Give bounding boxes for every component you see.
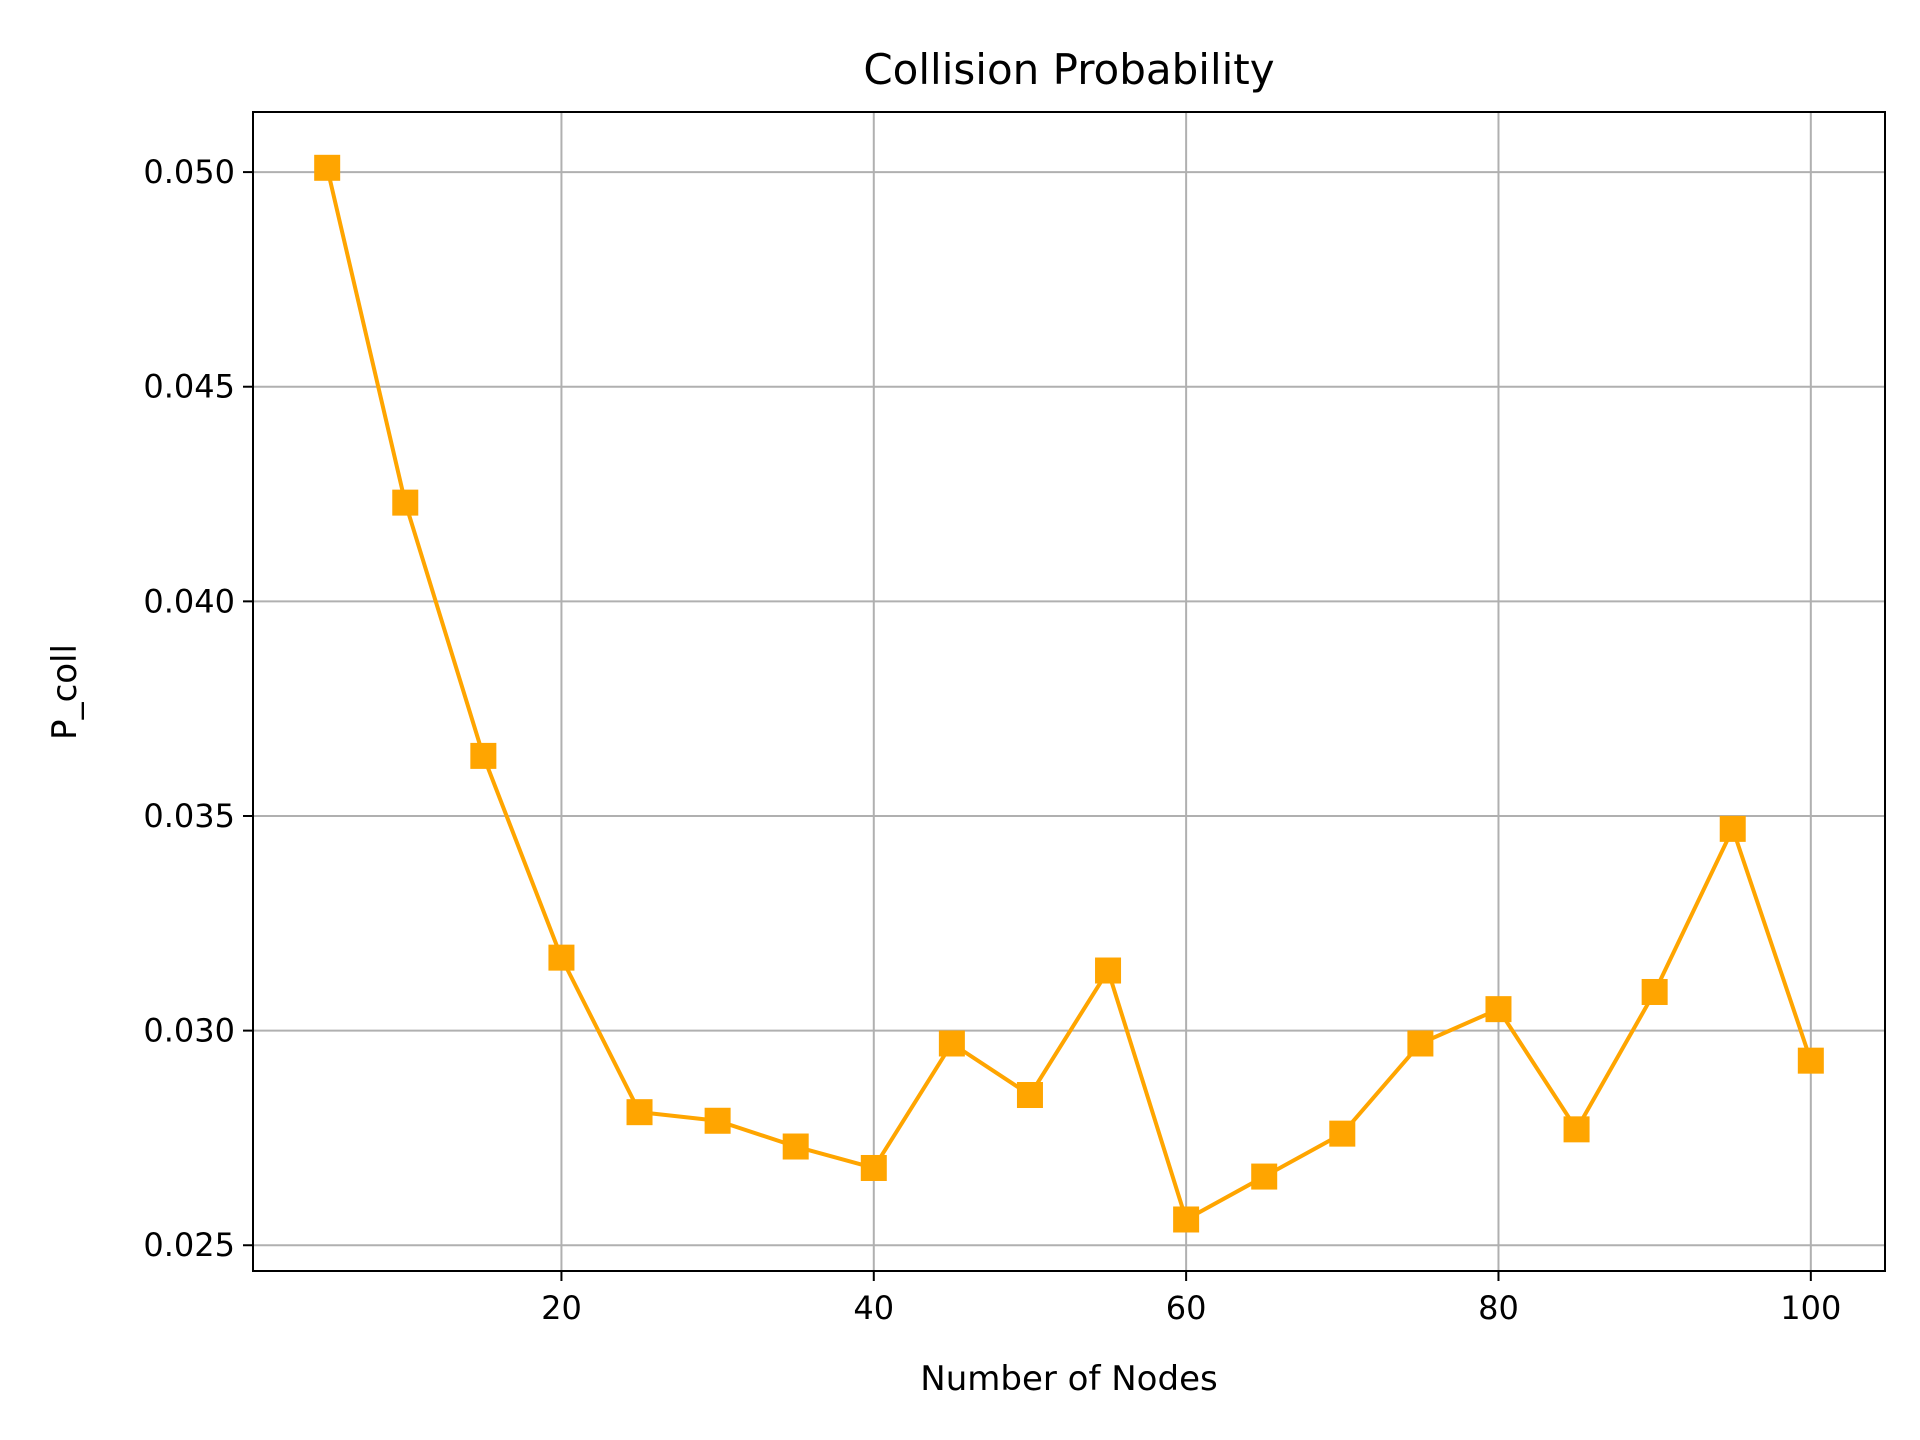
x-tick-label: 80 (1478, 1289, 1519, 1327)
chart-title: Collision Probability (863, 45, 1274, 94)
x-tick-label: 60 (1166, 1289, 1207, 1327)
data-point (392, 489, 419, 516)
x-axis-label: Number of Nodes (920, 1359, 1217, 1399)
y-tick-label: 0.025 (143, 1226, 235, 1264)
data-point (860, 1154, 887, 1181)
data-point (1173, 1206, 1200, 1233)
data-point (1329, 1120, 1356, 1147)
y-tick-label: 0.040 (143, 582, 235, 620)
y-tick-label: 0.035 (143, 797, 235, 835)
y-axis-label: P_coll (45, 644, 85, 740)
x-tick-label: 100 (1780, 1289, 1841, 1327)
grid (253, 112, 1885, 1271)
data-point (938, 1030, 965, 1057)
data-point (1719, 815, 1746, 842)
data-point (782, 1133, 809, 1160)
y-tick-label: 0.045 (143, 368, 235, 406)
plot-frame (252, 111, 1886, 1272)
data-point (314, 154, 341, 181)
y-tick-label: 0.030 (143, 1012, 235, 1050)
ticks: 20 40 60 80 100 0.025 0.030 0.035 0.040 0.045 0.05… (143, 153, 1841, 1327)
y-tick-label: 0.050 (143, 153, 235, 191)
data-point (1016, 1082, 1043, 1109)
markers (314, 154, 1824, 1233)
x-tick-label: 20 (541, 1289, 582, 1327)
x-tick-label: 40 (853, 1289, 894, 1327)
data-point (1641, 978, 1668, 1005)
data-point (548, 944, 575, 971)
data-point (1563, 1116, 1590, 1143)
data-point (1485, 996, 1512, 1023)
data-point (1095, 957, 1122, 984)
data-point (1797, 1047, 1824, 1074)
data-point (626, 1099, 653, 1126)
series-line (325, 167, 1813, 1222)
series-layer (314, 154, 1824, 1233)
data-point (1407, 1030, 1434, 1057)
data-point (470, 742, 497, 769)
data-point (704, 1107, 731, 1134)
data-point (1251, 1163, 1278, 1190)
